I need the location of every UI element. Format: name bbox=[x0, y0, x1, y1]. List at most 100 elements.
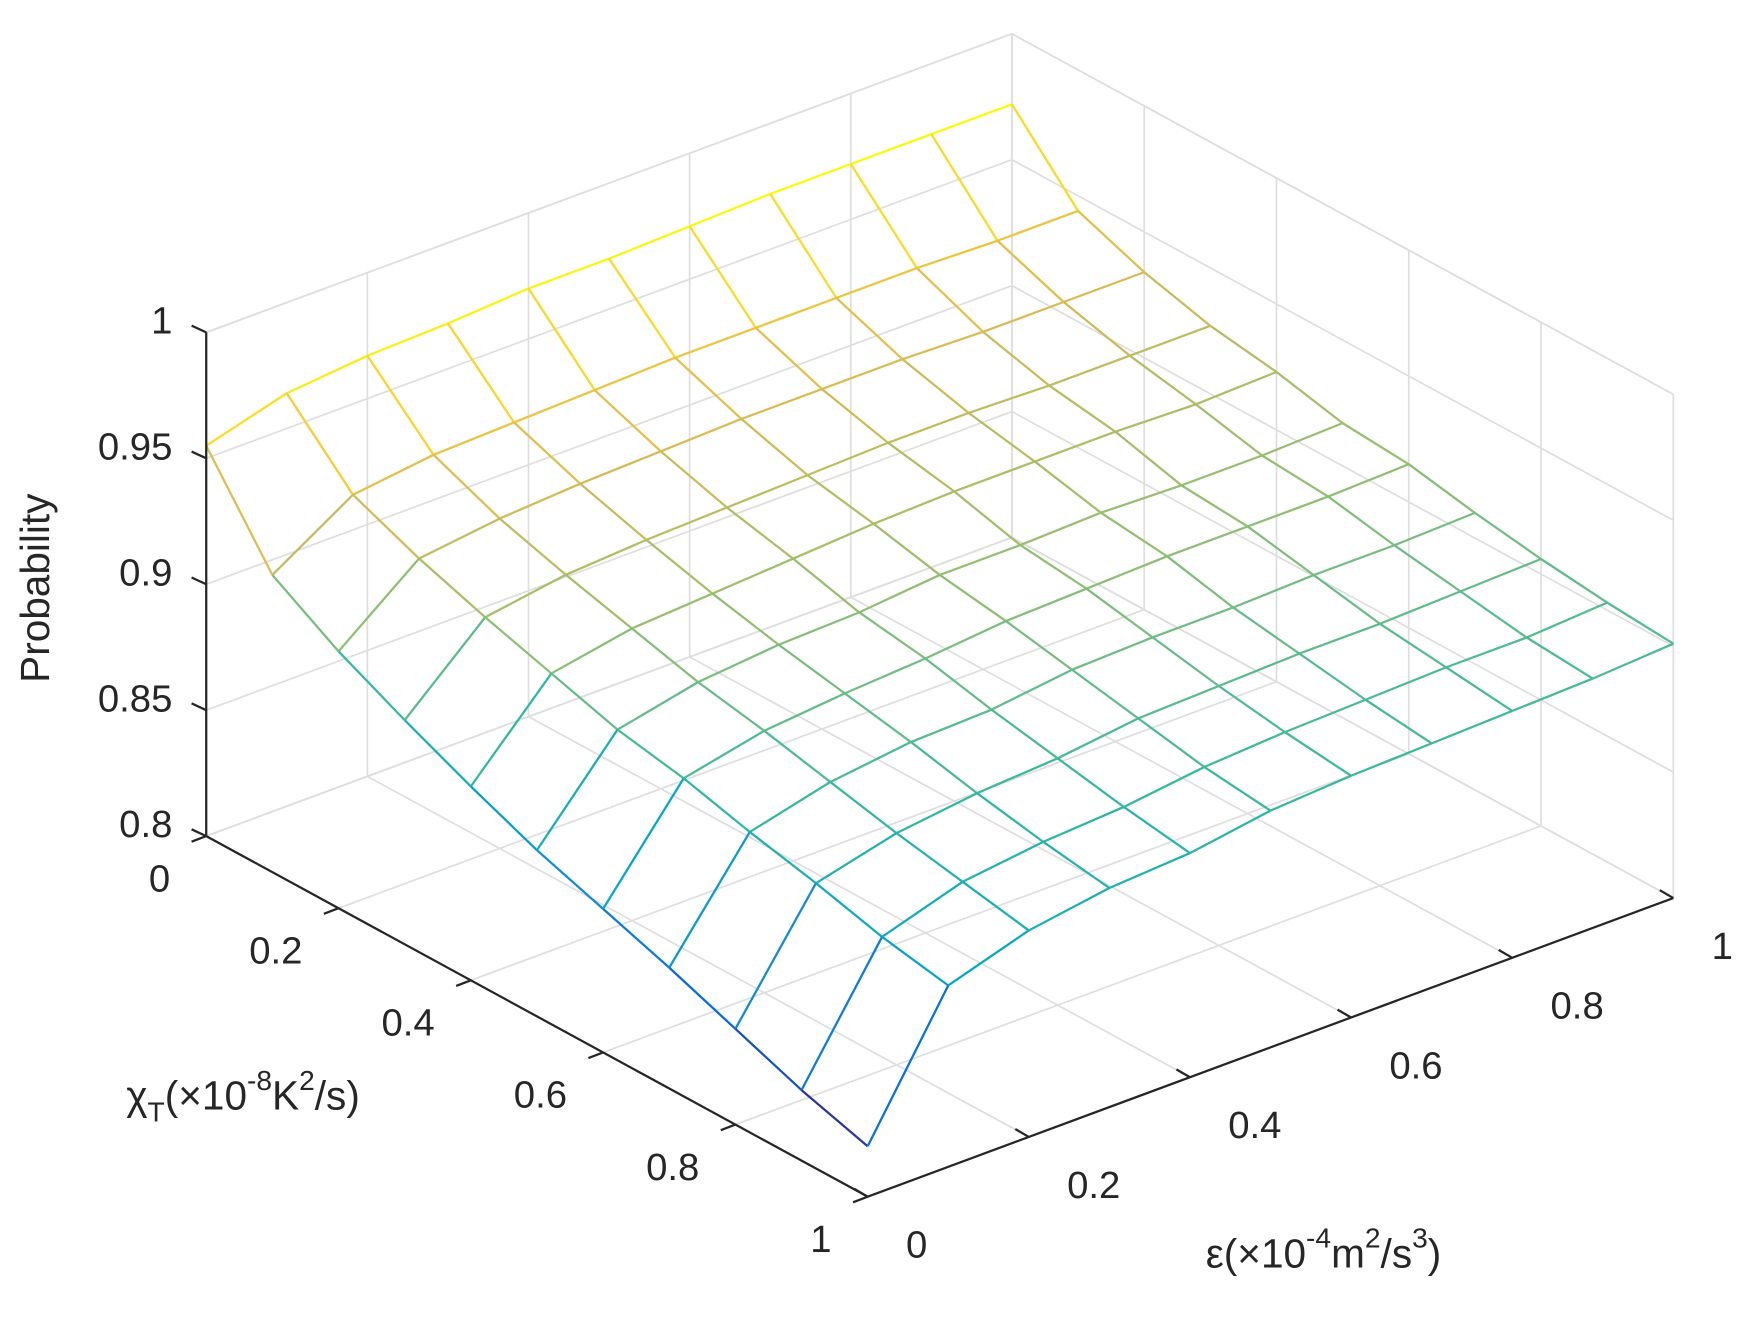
mesh-edge bbox=[337, 557, 420, 653]
mesh-edge bbox=[1019, 511, 1102, 547]
mesh-edge bbox=[337, 650, 406, 721]
mesh-edge bbox=[887, 411, 970, 444]
mesh-edge bbox=[1445, 666, 1513, 712]
mesh-edge bbox=[895, 832, 964, 883]
mesh-edge bbox=[990, 708, 1059, 760]
mesh-edge bbox=[1232, 574, 1315, 609]
mesh-edge bbox=[740, 388, 823, 420]
mesh-edge bbox=[1284, 731, 1352, 777]
mesh-edge bbox=[1540, 558, 1608, 604]
mesh-edge bbox=[1071, 636, 1154, 671]
mesh-edge bbox=[1284, 698, 1366, 734]
mesh-edge bbox=[608, 225, 691, 260]
label-part: ε(×10 bbox=[1206, 1230, 1306, 1276]
mesh-edge bbox=[446, 322, 516, 424]
mesh-edge bbox=[1042, 840, 1111, 889]
mesh-edge bbox=[939, 574, 1007, 622]
mesh-edge bbox=[631, 627, 699, 684]
label-part: K bbox=[272, 1072, 299, 1118]
y-tick-label: 0.8 bbox=[646, 1146, 699, 1189]
mesh-edge bbox=[498, 517, 567, 576]
mesh-edge bbox=[1057, 717, 1139, 760]
tick-mark bbox=[1014, 1128, 1030, 1138]
mesh-edge bbox=[769, 162, 852, 195]
mesh-edge bbox=[1379, 622, 1447, 669]
x-tick-label: 0.8 bbox=[1551, 985, 1604, 1028]
mesh-edge bbox=[953, 460, 1036, 493]
x-tick-label: 0.2 bbox=[1067, 1164, 1120, 1207]
x-axis-line bbox=[867, 897, 1674, 1198]
mesh-edge bbox=[1100, 484, 1182, 514]
grid-line bbox=[366, 775, 1030, 1138]
mesh-edge bbox=[418, 557, 486, 619]
mesh-edge bbox=[1005, 620, 1073, 671]
mesh-edge bbox=[688, 225, 757, 329]
mesh-edge bbox=[205, 392, 288, 447]
mesh-edge bbox=[660, 450, 728, 509]
label-part: -8 bbox=[247, 1064, 272, 1096]
mesh-edge bbox=[1129, 354, 1197, 406]
mesh-edge bbox=[1137, 717, 1206, 768]
mesh-edge bbox=[962, 840, 1044, 883]
mesh-edge bbox=[1365, 666, 1447, 701]
mesh-edge bbox=[432, 454, 501, 520]
mesh-edge bbox=[829, 781, 898, 835]
mesh-edge bbox=[792, 522, 875, 560]
label-part: χ bbox=[126, 1072, 147, 1118]
mesh-edge bbox=[1298, 622, 1381, 655]
mesh-edge bbox=[996, 239, 1065, 303]
tick-mark bbox=[455, 979, 472, 988]
tick-mark bbox=[191, 828, 207, 838]
tick-mark bbox=[853, 1187, 869, 1198]
mesh-edge bbox=[749, 781, 831, 833]
mesh-edge bbox=[815, 832, 898, 885]
mesh-edge bbox=[916, 239, 998, 270]
tick-mark bbox=[1659, 889, 1674, 900]
mesh-edge bbox=[1195, 403, 1263, 457]
mesh-edge bbox=[602, 908, 670, 969]
mesh-edge bbox=[734, 882, 817, 1030]
mesh-edge bbox=[829, 741, 912, 783]
tick-mark bbox=[588, 1051, 604, 1060]
mesh-edge bbox=[916, 267, 984, 333]
mesh-edge bbox=[896, 792, 978, 835]
mesh-edge bbox=[1042, 805, 1125, 843]
x-axis-label: ε(×10-4m2/s3) bbox=[1206, 1222, 1442, 1276]
mesh-edge bbox=[565, 573, 633, 630]
label-part: T bbox=[148, 1096, 165, 1128]
mesh bbox=[205, 103, 1674, 1148]
mesh-edge bbox=[1526, 636, 1594, 680]
mesh-edge bbox=[1379, 590, 1461, 625]
mesh-edge bbox=[953, 490, 1022, 546]
mesh-edge bbox=[286, 354, 368, 395]
mesh-edge bbox=[850, 133, 932, 166]
mesh-edge bbox=[924, 620, 1007, 660]
tick-mark bbox=[1175, 1068, 1191, 1079]
mesh-edge bbox=[1086, 555, 1168, 590]
mesh-edge bbox=[579, 482, 648, 541]
y-tick-label: 1 bbox=[810, 1218, 831, 1261]
mesh-edge bbox=[484, 616, 553, 675]
mesh-edge bbox=[616, 728, 685, 780]
mesh-edge bbox=[1062, 301, 1131, 357]
mesh-edge bbox=[1342, 422, 1410, 466]
mesh-edge bbox=[550, 672, 619, 731]
mesh-edge bbox=[755, 326, 823, 390]
mesh-edge bbox=[792, 557, 860, 614]
z-axis-label: Probability bbox=[12, 493, 58, 683]
mesh-edge bbox=[1108, 852, 1191, 890]
z-tick-label: 0.9 bbox=[119, 551, 172, 594]
mesh-edge bbox=[271, 493, 354, 576]
mesh-edge bbox=[1327, 463, 1410, 498]
mesh-edge bbox=[536, 849, 604, 910]
mesh-edge bbox=[991, 668, 1073, 711]
mesh-edge bbox=[447, 287, 529, 325]
grid-line bbox=[735, 825, 1542, 1126]
mesh-edge bbox=[910, 708, 992, 744]
mesh-edge bbox=[821, 358, 903, 391]
label-part: -4 bbox=[1306, 1222, 1331, 1254]
mesh-edge bbox=[645, 506, 728, 541]
mesh-edge bbox=[689, 192, 771, 228]
mesh-edge bbox=[1077, 210, 1145, 273]
mesh-edge bbox=[594, 356, 676, 392]
